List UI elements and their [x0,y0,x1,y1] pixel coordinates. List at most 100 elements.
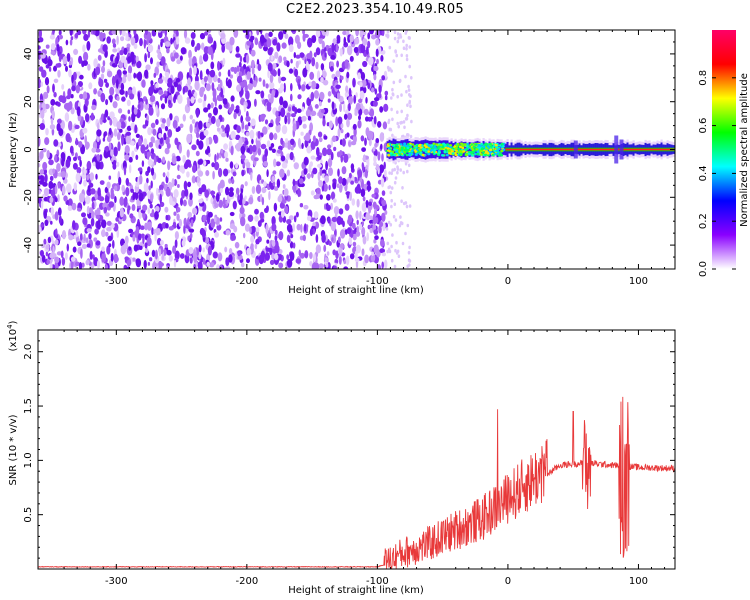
noise-blob [320,77,324,83]
noise-blob [198,244,202,253]
signal-hotspot [488,142,492,146]
noise-blob [321,233,326,243]
noise-blob [386,241,390,246]
noise-blob [45,251,49,257]
noise-blob [221,44,226,53]
noise-blob [95,148,101,153]
noise-blob [53,139,59,147]
x-tick-label: -200 [236,576,259,587]
noise-blob [40,200,44,210]
noise-blob [240,154,246,160]
noise-blob [108,243,112,248]
noise-blob [339,103,342,113]
noise-blob [313,52,317,58]
noise-blob [107,235,113,242]
noise-blob [296,223,301,231]
noise-blob [194,75,199,83]
noise-blob [192,207,198,215]
noise-blob [174,250,180,260]
noise-blob [225,229,231,236]
noise-blob [100,161,104,170]
noise-blob [367,40,371,49]
noise-blob [133,43,138,49]
noise-blob [273,132,278,141]
noise-blob [150,148,155,155]
noise-blob [80,248,83,259]
signal-hotspot [395,150,399,153]
noise-blob [364,254,369,264]
noise-blob [187,211,192,219]
noise-blob [115,85,120,95]
noise-blob [87,63,91,71]
noise-blob [262,126,268,135]
noise-blob [256,30,260,36]
x-tick-label: -100 [366,276,389,287]
noise-blob [324,175,330,183]
signal-hotspot [483,143,487,147]
noise-blob [368,215,373,220]
noise-blob [176,207,181,213]
noise-blob [372,201,377,209]
noise-blob [44,173,48,183]
noise-blob [246,40,252,46]
noise-blob [325,160,328,171]
noise-blob [38,137,41,147]
noise-blob [44,77,50,86]
noise-blob [393,36,397,41]
signal-band [390,140,393,159]
noise-blob [240,81,246,87]
noise-blob [219,217,223,222]
noise-blob [55,228,58,237]
noise-blob [174,137,179,146]
noise-blob [284,33,289,39]
noise-blob [349,34,354,43]
noise-blob [308,81,312,87]
noise-blob [352,222,356,229]
noise-blob [280,137,284,145]
noise-blob [131,150,135,158]
y-tick-label: -40 [23,237,34,253]
noise-blob [38,66,44,72]
signal-hotspot [471,154,474,157]
noise-blob [140,144,146,154]
noise-blob [275,110,279,118]
noise-blob [157,157,162,164]
noise-blob [345,85,349,93]
noise-blob [405,43,409,48]
signal-hotspot [479,153,483,156]
noise-blob [41,254,46,263]
noise-blob [108,201,115,208]
noise-blob [192,56,197,66]
noise-blob [127,207,130,215]
noise-blob [391,92,395,96]
noise-blob [198,198,203,204]
colorbar-tick-label: 0.0 [698,261,709,277]
noise-blob [61,84,65,90]
noise-blob [385,227,389,231]
noise-blob [305,109,311,117]
noise-blob [393,167,397,172]
noise-blob [272,180,276,187]
noise-blob [87,30,91,38]
noise-blob [161,30,166,34]
noise-blob [340,155,344,163]
noise-blob [207,46,213,55]
noise-blob [50,43,56,51]
noise-blob [246,71,251,80]
noise-blob [373,155,377,163]
noise-blob [173,211,177,216]
noise-blob [306,173,311,179]
noise-blob [155,104,158,114]
noise-blob [45,244,50,250]
noise-blob [394,49,397,53]
noise-blob [405,47,408,51]
noise-blob [249,129,255,140]
noise-blob [379,221,384,228]
noise-blob [377,121,382,128]
noise-blob [251,67,255,75]
signal-hotspot [386,144,390,147]
signal-hotspot [439,143,443,147]
noise-blob [229,223,236,230]
noise-blob [116,95,120,101]
noise-blob [182,154,186,164]
